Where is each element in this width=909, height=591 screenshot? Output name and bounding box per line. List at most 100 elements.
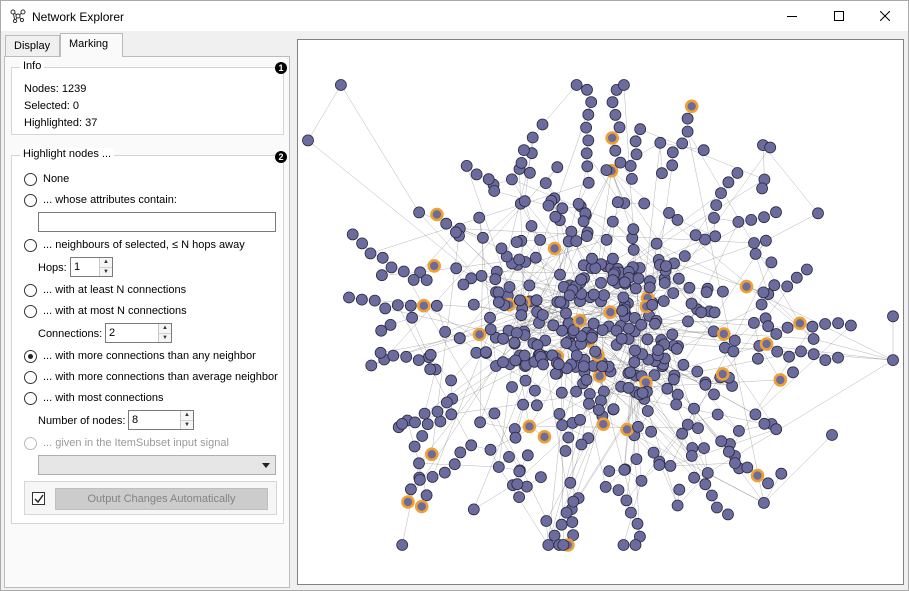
graph-node[interactable] <box>505 173 518 186</box>
graph-node[interactable] <box>438 466 451 479</box>
graph-node[interactable] <box>530 399 543 412</box>
option-none[interactable]: None <box>24 171 69 187</box>
graph-node[interactable] <box>453 332 466 345</box>
graph-node[interactable] <box>673 483 686 496</box>
graph-node[interactable] <box>408 440 421 453</box>
graph-node[interactable] <box>577 215 590 228</box>
graph-node[interactable] <box>682 315 694 328</box>
graph-node[interactable] <box>624 366 637 379</box>
graph-node[interactable] <box>715 435 728 448</box>
graph-node[interactable] <box>606 215 619 228</box>
graph-node[interactable] <box>445 374 458 387</box>
graph-node[interactable] <box>585 331 598 344</box>
graph-node[interactable] <box>781 280 794 293</box>
graph-node[interactable] <box>570 79 583 91</box>
graph-node[interactable] <box>672 272 685 285</box>
graph-node[interactable] <box>420 274 433 287</box>
graph-node[interactable] <box>749 247 762 260</box>
graph-node[interactable] <box>440 396 453 409</box>
graph-node[interactable] <box>525 220 538 232</box>
graph-node-highlighted[interactable] <box>417 298 431 313</box>
graph-node[interactable] <box>770 423 783 436</box>
graph-node[interactable] <box>528 384 541 397</box>
graph-node[interactable] <box>509 354 522 367</box>
graph-node[interactable] <box>699 478 712 491</box>
radio-neighbours[interactable] <box>24 238 37 252</box>
graph-node[interactable] <box>625 172 638 185</box>
graph-node[interactable] <box>413 206 425 219</box>
graph-node[interactable] <box>420 489 433 502</box>
graph-node[interactable] <box>566 516 579 529</box>
graph-node[interactable] <box>562 431 575 444</box>
graph-node[interactable] <box>530 294 543 307</box>
graph-node[interactable] <box>556 419 569 432</box>
graph-node[interactable] <box>430 299 443 312</box>
option-most[interactable]: ... with most connections <box>24 390 163 406</box>
graph-node[interactable] <box>557 539 570 551</box>
option-attributes[interactable]: ... whose attributes contain: <box>24 192 177 208</box>
graph-node[interactable] <box>613 121 626 134</box>
graph-node[interactable] <box>646 298 659 311</box>
graph-node[interactable] <box>523 279 536 292</box>
graph-node[interactable] <box>757 496 770 509</box>
graph-node[interactable] <box>685 297 698 310</box>
option-more-than-any[interactable]: ... with more connections than any neigh… <box>24 348 256 364</box>
graph-node[interactable] <box>585 96 598 108</box>
number-of-nodes-stepper[interactable]: ▲ ▼ <box>180 411 193 429</box>
graph-node[interactable] <box>705 489 718 502</box>
graph-node[interactable] <box>832 317 844 330</box>
graph-node[interactable] <box>376 251 389 264</box>
auto-commit-checkbox[interactable] <box>32 492 45 505</box>
graph-node[interactable] <box>845 319 857 332</box>
graph-node[interactable] <box>391 299 404 312</box>
graph-node[interactable] <box>506 381 518 393</box>
graph-node[interactable] <box>748 237 760 249</box>
graph-node[interactable] <box>489 273 502 286</box>
graph-node[interactable] <box>484 443 497 456</box>
spin-up-icon[interactable]: ▲ <box>100 258 112 267</box>
graph-node[interactable] <box>620 494 633 507</box>
graph-node[interactable] <box>587 317 600 330</box>
graph-node[interactable] <box>577 360 590 373</box>
graph-node[interactable] <box>580 230 593 243</box>
graph-node[interactable] <box>611 196 624 209</box>
graph-node[interactable] <box>473 211 486 224</box>
graph-node[interactable] <box>575 330 588 343</box>
graph-node[interactable] <box>770 328 783 340</box>
graph-node[interactable] <box>560 307 572 320</box>
graph-node[interactable] <box>488 407 501 420</box>
graph-node[interactable] <box>421 418 434 431</box>
graph-node[interactable] <box>768 279 781 292</box>
graph-node[interactable] <box>600 164 613 177</box>
graph-node[interactable] <box>364 247 377 260</box>
graph-node[interactable] <box>492 286 505 299</box>
graph-node[interactable] <box>691 365 704 378</box>
graph-node[interactable] <box>653 459 666 471</box>
graph-node[interactable] <box>762 477 774 490</box>
graph-node[interactable] <box>708 306 721 319</box>
graph-node-highlighted[interactable] <box>537 429 552 444</box>
graph-node[interactable] <box>580 147 593 160</box>
graph-node[interactable] <box>529 251 542 264</box>
graph-node[interactable] <box>708 211 720 224</box>
graph-node[interactable] <box>375 324 388 337</box>
graph-node[interactable] <box>448 458 461 471</box>
graph-node[interactable] <box>756 182 769 195</box>
graph-node[interactable] <box>727 345 740 358</box>
graph-node[interactable] <box>630 148 643 161</box>
graph-node[interactable] <box>554 296 567 308</box>
graph-node[interactable] <box>757 286 770 299</box>
graph-node[interactable] <box>676 137 689 150</box>
graph-node-highlighted[interactable] <box>401 495 415 509</box>
graph-node[interactable] <box>424 363 437 376</box>
graph-node[interactable] <box>655 167 668 180</box>
graph-node[interactable] <box>335 79 347 91</box>
graph-node[interactable] <box>407 273 420 286</box>
graph-node[interactable] <box>755 298 768 311</box>
network-graph[interactable] <box>298 40 903 584</box>
graph-node[interactable] <box>414 266 426 279</box>
graph-node[interactable] <box>519 374 532 387</box>
graph-node[interactable] <box>510 236 523 249</box>
graph-node[interactable] <box>470 168 483 181</box>
graph-node[interactable] <box>581 160 594 173</box>
